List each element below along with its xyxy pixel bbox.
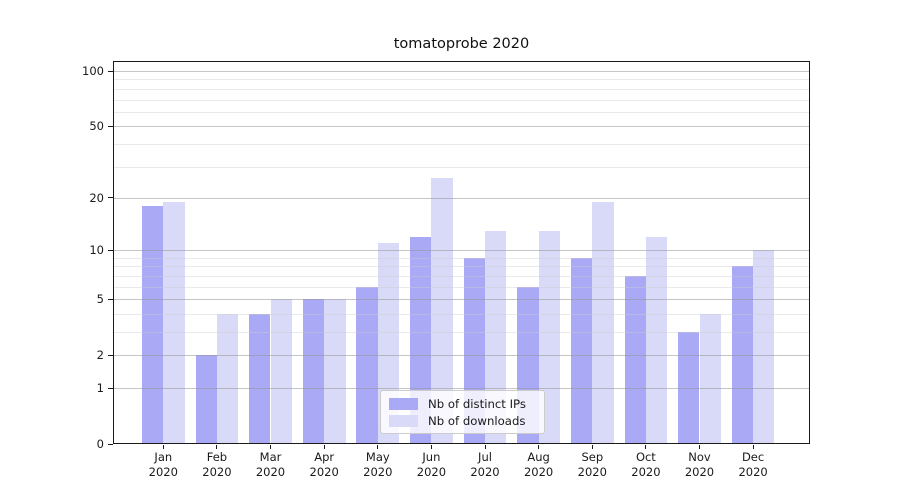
x-tick-feb (216, 445, 218, 449)
bar-nb-of-distinct-ips-sep (570, 257, 593, 444)
gridline-minor-7 (113, 275, 810, 277)
y-tick-0 (108, 443, 113, 445)
y-tick-1 (108, 387, 113, 389)
x-tick-label-feb: Feb 2020 (202, 450, 232, 479)
legend-swatch-nb-of-downloads (389, 415, 418, 427)
gridline-major-10 (113, 250, 810, 252)
chart-title: tomatoprobe 2020 (393, 36, 530, 52)
bar-nb-of-distinct-ips-may (356, 286, 378, 444)
y-tick-label-2: 2 (96, 348, 104, 363)
bar-nb-of-downloads-mar (270, 299, 292, 444)
x-tick-label-apr: Apr 2020 (309, 450, 339, 479)
x-tick-jan (162, 445, 164, 449)
x-tick-dec (752, 445, 754, 449)
bar-nb-of-downloads-jan (163, 201, 185, 444)
x-tick-label-dec: Dec 2020 (738, 450, 768, 479)
gridline-major-5 (113, 299, 810, 301)
legend-item: Nb of downloads (389, 413, 536, 429)
legend-label-nb-of-distinct-ips: Nb of distinct IPs (428, 397, 526, 411)
x-tick-label-oct: Oct 2020 (631, 450, 661, 479)
plot-area (113, 61, 810, 444)
bar-nb-of-distinct-ips-feb (195, 355, 217, 444)
y-tick-label-1: 1 (96, 381, 104, 395)
bar-nb-of-distinct-ips-jan (141, 206, 164, 444)
y-tick-label-10: 10 (89, 243, 104, 258)
x-tick-label-nov: Nov 2020 (684, 450, 715, 479)
bar-nb-of-downloads-dec (753, 250, 775, 444)
y-tick-2 (108, 354, 113, 356)
y-tick-5 (108, 298, 113, 300)
gridline-minor-40 (113, 143, 810, 145)
x-tick-aug (538, 445, 540, 449)
x-tick-label-jan: Jan 2020 (148, 450, 178, 479)
gridline-minor-60 (113, 111, 810, 113)
y-tick-label-100: 100 (82, 64, 104, 78)
y-tick-50 (108, 125, 113, 127)
x-tick-nov (699, 445, 700, 449)
x-tick-label-may: May 2020 (363, 450, 393, 479)
bar-nb-of-downloads-jun (431, 177, 453, 444)
gridline-major-1 (113, 388, 810, 389)
gridline-major-20 (113, 197, 810, 199)
bar-nb-of-downloads-feb (216, 313, 239, 444)
legend: Nb of distinct IPs Nb of downloads (380, 390, 545, 434)
gridline-major-50 (113, 126, 810, 128)
x-tick-label-aug: Aug 2020 (523, 450, 554, 479)
x-tick-label-jul: Jul 2020 (470, 450, 500, 479)
x-tick-jun (430, 445, 432, 449)
bar-nb-of-downloads-oct (645, 236, 668, 444)
x-tick-oct (645, 445, 647, 449)
bar-nb-of-downloads-apr (324, 299, 346, 444)
gridline-minor-80 (113, 88, 810, 90)
x-tick-jul (484, 445, 486, 449)
x-tick-apr (323, 445, 325, 449)
bar-nb-of-distinct-ips-oct (624, 275, 646, 444)
y-tick-label-50: 50 (89, 119, 104, 134)
gridline-minor-4 (113, 313, 810, 315)
gridline-major-2 (113, 355, 810, 357)
x-tick-label-mar: Mar 2020 (255, 450, 286, 479)
y-tick-label-0: 0 (96, 437, 104, 451)
gridline-minor-90 (113, 79, 810, 81)
y-tick-label-20: 20 (89, 190, 104, 205)
gridline-minor-6 (113, 286, 810, 288)
x-tick-label-sep: Sep 2020 (577, 450, 607, 479)
legend-label-nb-of-downloads: Nb of downloads (428, 414, 526, 428)
x-tick-may (377, 445, 379, 449)
x-tick-mar (270, 445, 271, 449)
bar-nb-of-downloads-nov (699, 313, 721, 444)
y-tick-100 (108, 70, 113, 72)
x-tick-label-jun: Jun 2020 (416, 450, 447, 479)
bar-nb-of-downloads-sep (592, 201, 614, 444)
gridline-minor-9 (113, 257, 810, 259)
bar-nb-of-distinct-ips-apr (302, 299, 325, 444)
gridline-minor-8 (113, 266, 810, 268)
bar-nb-of-distinct-ips-mar (249, 313, 271, 444)
gridline-minor-70 (113, 99, 810, 101)
legend-item: Nb of distinct IPs (389, 396, 536, 412)
y-tick-10 (108, 249, 113, 251)
y-tick-20 (108, 197, 113, 199)
y-tick-label-5: 5 (96, 292, 104, 307)
gridline-major-100 (113, 71, 810, 72)
legend-swatch-nb-of-distinct-ips (389, 398, 418, 410)
gridline-minor-30 (113, 166, 810, 168)
x-tick-sep (591, 445, 593, 449)
gridline-minor-3 (113, 332, 810, 333)
